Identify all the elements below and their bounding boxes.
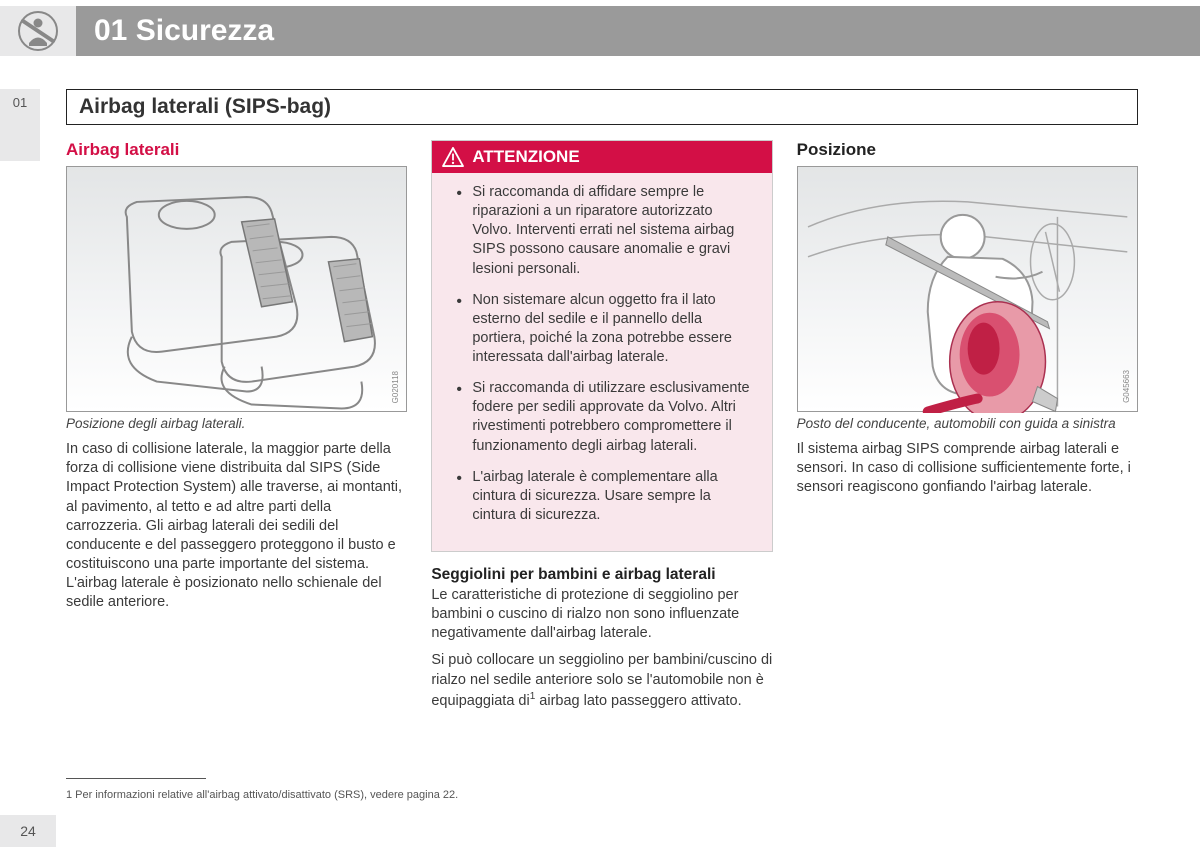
col2-p2: Si può collocare un seggiolino per bambi… (431, 651, 772, 710)
col2-p1: Le caratteristiche di protezione di segg… (431, 586, 772, 643)
figure2-caption: Posto del conducente, automobili con gui… (797, 416, 1138, 432)
warning-list: Si raccomanda di affidare sempre le ripa… (456, 183, 753, 525)
content-columns: Airbag laterali (66, 140, 1138, 719)
seatbelt-icon-box (0, 6, 76, 56)
warning-box: ATTENZIONE Si raccomanda di affidare sem… (431, 140, 772, 552)
figure2-ref: G045663 (1122, 370, 1131, 403)
chapter-title-box: 01 Sicurezza (76, 6, 1200, 56)
figure-driver-position: G045663 (797, 166, 1138, 412)
chapter-title: 01 Sicurezza (94, 14, 274, 48)
seat-illustration (67, 167, 406, 413)
chapter-header: 01 Sicurezza (0, 6, 1200, 56)
warning-item: Si raccomanda di utilizzare esclusivamen… (456, 379, 753, 456)
col2-body: Le caratteristiche di protezione di segg… (431, 586, 772, 711)
section-title: Airbag laterali (SIPS-bag) (79, 95, 1125, 119)
side-tab: 01 (0, 89, 40, 161)
seatbelt-icon (17, 10, 59, 52)
column-1: Airbag laterali (66, 140, 407, 719)
footnote-text: 1 Per informazioni relative all'airbag a… (66, 789, 458, 801)
warning-header: ATTENZIONE (432, 141, 771, 173)
figure1-caption: Posizione degli airbag laterali. (66, 416, 407, 432)
col3-body: Il sistema airbag SIPS comprende airbag … (797, 440, 1138, 497)
column-3: Posizione (797, 140, 1138, 719)
page-number: 24 (0, 815, 56, 847)
col1-paragraph: In caso di collisione laterale, la maggi… (66, 440, 407, 612)
warning-item: Si raccomanda di affidare sempre le ripa… (456, 183, 753, 279)
column-2: ATTENZIONE Si raccomanda di affidare sem… (431, 140, 772, 719)
warning-item: L'airbag laterale è complementare alla c… (456, 468, 753, 525)
warning-title: ATTENZIONE (472, 147, 579, 167)
driver-illustration (798, 167, 1137, 413)
col2-sub-title: Seggiolini per bambini e airbag laterali (431, 566, 772, 584)
section-title-bar: Airbag laterali (SIPS-bag) (66, 89, 1138, 125)
warning-triangle-icon (442, 147, 464, 167)
col3-paragraph: Il sistema airbag SIPS comprende airbag … (797, 440, 1138, 497)
figure-seat-airbag: G020118 (66, 166, 407, 412)
col1-heading: Airbag laterali (66, 140, 407, 160)
footnote-rule (66, 778, 206, 779)
figure1-ref: G020118 (391, 371, 400, 403)
col1-body: In caso di collisione laterale, la maggi… (66, 440, 407, 612)
warning-body: Si raccomanda di affidare sempre le ripa… (432, 173, 771, 551)
warning-item: Non sistemare alcun oggetto fra il lato … (456, 291, 753, 368)
col3-heading: Posizione (797, 140, 1138, 160)
